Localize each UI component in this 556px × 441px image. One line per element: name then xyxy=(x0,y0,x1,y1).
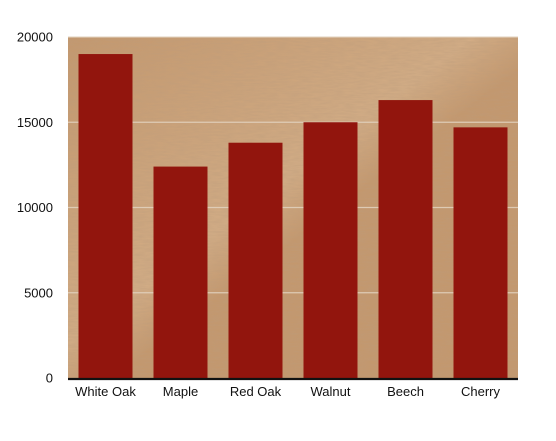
bar-walnut xyxy=(303,122,358,378)
bar-beech xyxy=(378,100,433,379)
x-tick-label: Maple xyxy=(163,384,198,399)
y-tick-label: 10000 xyxy=(17,200,53,215)
bar-white-oak xyxy=(78,54,133,379)
y-tick-label: 5000 xyxy=(24,285,53,300)
y-tick-label: 20000 xyxy=(17,30,53,45)
y-tick-label: 0 xyxy=(46,371,53,386)
x-tick-label: White Oak xyxy=(75,384,136,399)
x-tick-label: Walnut xyxy=(311,384,351,399)
x-tick-label: Cherry xyxy=(461,384,501,399)
y-axis: 0 5000 10000 15000 20000 xyxy=(17,30,53,386)
bar-maple xyxy=(153,166,208,378)
x-axis: White Oak Maple Red Oak Walnut Beech Cherry xyxy=(68,377,518,399)
x-tick-label: Beech xyxy=(387,384,424,399)
y-tick-label: 15000 xyxy=(17,115,53,130)
x-tick-label: Red Oak xyxy=(230,384,282,399)
bars xyxy=(78,54,508,379)
gridlines xyxy=(68,36,518,294)
bar-cherry xyxy=(453,127,508,379)
bar-red-oak xyxy=(228,142,283,378)
